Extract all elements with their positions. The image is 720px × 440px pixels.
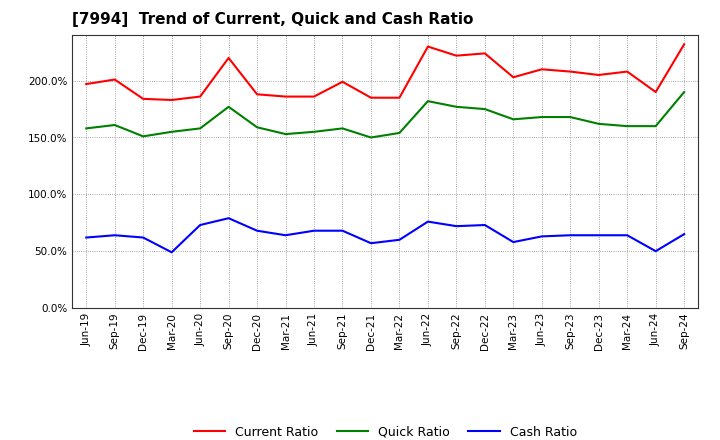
Quick Ratio [310, 129, 318, 135]
Cash Ratio [225, 216, 233, 221]
Current Ratio [253, 92, 261, 97]
Quick Ratio [566, 114, 575, 120]
Cash Ratio [395, 237, 404, 242]
Line: Quick Ratio: Quick Ratio [86, 92, 684, 137]
Line: Cash Ratio: Cash Ratio [86, 218, 684, 252]
Legend: Current Ratio, Quick Ratio, Cash Ratio: Current Ratio, Quick Ratio, Cash Ratio [189, 421, 582, 440]
Quick Ratio [652, 124, 660, 129]
Cash Ratio [82, 235, 91, 240]
Cash Ratio [139, 235, 148, 240]
Cash Ratio [338, 228, 347, 233]
Current Ratio [167, 97, 176, 103]
Cash Ratio [110, 233, 119, 238]
Cash Ratio [680, 231, 688, 237]
Quick Ratio [82, 126, 91, 131]
Quick Ratio [680, 89, 688, 95]
Cash Ratio [366, 241, 375, 246]
Cash Ratio [623, 233, 631, 238]
Quick Ratio [253, 125, 261, 130]
Quick Ratio [595, 121, 603, 127]
Quick Ratio [509, 117, 518, 122]
Current Ratio [196, 94, 204, 99]
Cash Ratio [196, 222, 204, 227]
Current Ratio [623, 69, 631, 74]
Quick Ratio [623, 124, 631, 129]
Current Ratio [395, 95, 404, 100]
Quick Ratio [395, 130, 404, 136]
Quick Ratio [537, 114, 546, 120]
Text: [7994]  Trend of Current, Quick and Cash Ratio: [7994] Trend of Current, Quick and Cash … [72, 12, 473, 27]
Quick Ratio [452, 104, 461, 110]
Cash Ratio [509, 239, 518, 245]
Current Ratio [423, 44, 432, 49]
Current Ratio [82, 81, 91, 87]
Current Ratio [537, 66, 546, 72]
Current Ratio [366, 95, 375, 100]
Cash Ratio [566, 233, 575, 238]
Cash Ratio [537, 234, 546, 239]
Quick Ratio [110, 122, 119, 128]
Cash Ratio [480, 222, 489, 227]
Current Ratio [310, 94, 318, 99]
Quick Ratio [225, 104, 233, 110]
Current Ratio [652, 89, 660, 95]
Quick Ratio [480, 106, 489, 112]
Line: Current Ratio: Current Ratio [86, 44, 684, 100]
Quick Ratio [338, 126, 347, 131]
Current Ratio [566, 69, 575, 74]
Current Ratio [480, 51, 489, 56]
Cash Ratio [652, 249, 660, 254]
Current Ratio [282, 94, 290, 99]
Cash Ratio [310, 228, 318, 233]
Current Ratio [680, 42, 688, 47]
Cash Ratio [452, 224, 461, 229]
Quick Ratio [196, 126, 204, 131]
Current Ratio [139, 96, 148, 102]
Quick Ratio [282, 132, 290, 137]
Quick Ratio [366, 135, 375, 140]
Current Ratio [595, 72, 603, 77]
Quick Ratio [139, 134, 148, 139]
Current Ratio [338, 79, 347, 84]
Cash Ratio [282, 233, 290, 238]
Current Ratio [225, 55, 233, 61]
Cash Ratio [423, 219, 432, 224]
Current Ratio [509, 75, 518, 80]
Current Ratio [452, 53, 461, 58]
Quick Ratio [167, 129, 176, 135]
Cash Ratio [595, 233, 603, 238]
Cash Ratio [253, 228, 261, 233]
Current Ratio [110, 77, 119, 82]
Quick Ratio [423, 99, 432, 104]
Cash Ratio [167, 249, 176, 255]
